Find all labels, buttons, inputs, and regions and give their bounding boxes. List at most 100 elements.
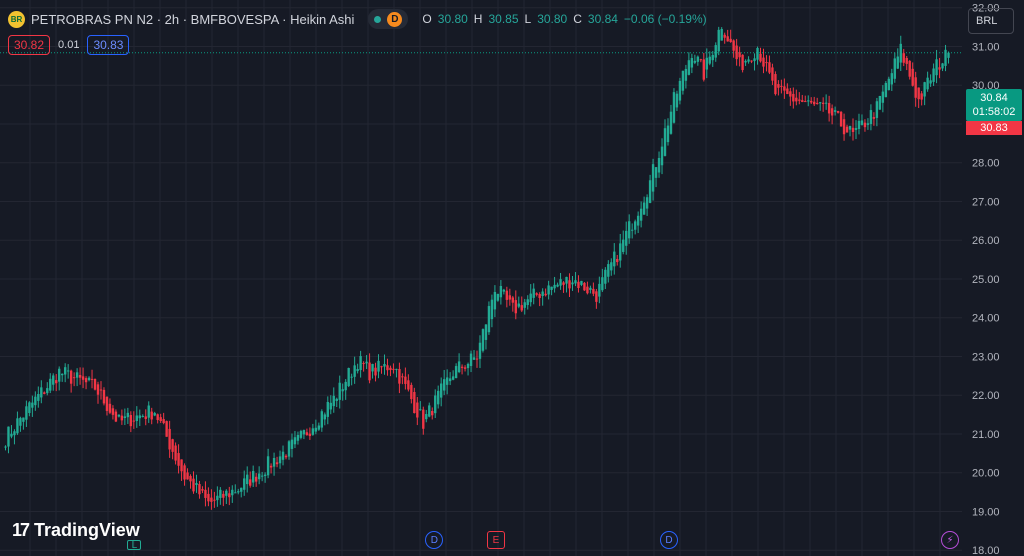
candle-body bbox=[851, 127, 855, 132]
candle-body bbox=[574, 280, 577, 284]
candle-body bbox=[693, 60, 697, 63]
candle-body bbox=[383, 363, 386, 367]
candle-body bbox=[678, 80, 682, 101]
price-tick-label: 19.00 bbox=[972, 506, 1000, 518]
candle-body bbox=[714, 45, 717, 58]
symbol-logo[interactable]: BR bbox=[8, 10, 25, 28]
candle-body bbox=[40, 387, 43, 398]
candle-body bbox=[243, 478, 246, 490]
candle-body bbox=[43, 392, 46, 394]
candle-body bbox=[347, 367, 350, 387]
candle-body bbox=[377, 360, 380, 372]
candle-body bbox=[663, 128, 667, 156]
candle-body bbox=[502, 289, 506, 292]
candle-body bbox=[228, 493, 231, 498]
buy-button[interactable]: 30.83 bbox=[87, 35, 130, 55]
candle-body bbox=[49, 378, 52, 391]
candle-body bbox=[413, 392, 416, 414]
candle-body bbox=[681, 70, 685, 91]
candle-body bbox=[249, 479, 252, 486]
candle-body bbox=[523, 302, 526, 308]
candle-body bbox=[123, 416, 127, 418]
open-value: 30.80 bbox=[437, 12, 468, 26]
event-marker-split[interactable]: L bbox=[127, 540, 142, 551]
candle-body bbox=[768, 62, 771, 73]
candle-body bbox=[821, 102, 825, 105]
candle-body bbox=[619, 243, 622, 261]
candle-body bbox=[896, 56, 899, 69]
candle-body bbox=[747, 59, 750, 62]
market-open-dot-icon bbox=[374, 15, 382, 23]
candle-body bbox=[251, 471, 255, 483]
candle-body bbox=[75, 372, 79, 378]
candle-body bbox=[135, 415, 138, 422]
candle-body bbox=[756, 48, 759, 60]
candle-body bbox=[338, 382, 341, 400]
candle-body bbox=[607, 264, 610, 277]
sell-button[interactable]: 30.82 bbox=[8, 35, 51, 55]
candle-body bbox=[786, 88, 789, 95]
candle-body bbox=[222, 493, 225, 498]
currency-selector[interactable]: BRL bbox=[968, 8, 1014, 34]
candle-body bbox=[577, 281, 580, 289]
candle-body bbox=[320, 411, 324, 428]
tradingview-logo[interactable]: 17 TradingView bbox=[12, 520, 140, 541]
candle-body bbox=[275, 462, 279, 465]
candle-body bbox=[359, 356, 362, 371]
candle-body bbox=[553, 284, 556, 289]
candle-body bbox=[180, 459, 183, 472]
tradingview-mark-icon: 17 bbox=[12, 520, 30, 540]
candle-body bbox=[225, 490, 228, 496]
candle-body bbox=[675, 93, 679, 108]
candle-body bbox=[72, 377, 76, 379]
candle-body bbox=[511, 297, 515, 303]
candle-body bbox=[22, 417, 25, 422]
price-axis[interactable]: 32.0031.0030.0029.0028.0027.0026.0025.00… bbox=[972, 3, 1000, 556]
candle-body bbox=[96, 384, 100, 395]
candle-body bbox=[466, 363, 470, 369]
candle-body bbox=[732, 40, 735, 51]
candle-body bbox=[257, 473, 261, 480]
candle-body bbox=[818, 102, 822, 104]
candle-body bbox=[392, 368, 395, 370]
candle-body bbox=[445, 377, 449, 385]
symbol-title[interactable]: PETROBRAS PN N2 · 2h · BMFBOVESPA · Heik… bbox=[31, 11, 355, 27]
candle-body bbox=[789, 91, 792, 97]
candle-body bbox=[478, 342, 482, 359]
candle-body bbox=[52, 375, 55, 385]
price-tick-label: 20.00 bbox=[972, 468, 1000, 480]
candle-body bbox=[326, 401, 329, 417]
candle-body bbox=[654, 167, 658, 178]
candle-body bbox=[893, 58, 896, 79]
candle-body bbox=[872, 117, 876, 119]
event-marker-dividend[interactable]: D bbox=[660, 531, 679, 549]
event-marker-other[interactable]: ⚡ bbox=[941, 531, 959, 549]
high-value: 30.85 bbox=[488, 12, 519, 26]
candle-body bbox=[890, 73, 894, 85]
candle-body bbox=[263, 474, 267, 477]
candle-body bbox=[174, 445, 177, 461]
candle-body bbox=[55, 380, 58, 384]
candle-body bbox=[138, 415, 141, 419]
candle-body bbox=[141, 415, 144, 417]
candle-body bbox=[216, 495, 219, 501]
candle-body bbox=[192, 478, 195, 492]
market-status-pill[interactable]: D bbox=[368, 9, 409, 29]
candle-body bbox=[428, 405, 431, 417]
event-marker-dividend[interactable]: D bbox=[425, 531, 444, 549]
candle-body bbox=[281, 451, 285, 460]
candle-body bbox=[120, 415, 124, 421]
candle-body bbox=[7, 426, 10, 447]
last-price-label: 30.84 01:58:02 bbox=[966, 89, 1022, 121]
candle-body bbox=[374, 367, 377, 376]
candle-body bbox=[711, 55, 714, 61]
candle-body bbox=[463, 367, 467, 369]
price-tick-label: 26.00 bbox=[972, 235, 1000, 247]
candle-body bbox=[457, 361, 461, 373]
event-marker-earnings[interactable]: E bbox=[486, 531, 505, 549]
candle-body bbox=[171, 439, 174, 452]
candle-body bbox=[630, 229, 634, 231]
candle-body bbox=[505, 290, 509, 300]
candle-body bbox=[848, 126, 852, 130]
